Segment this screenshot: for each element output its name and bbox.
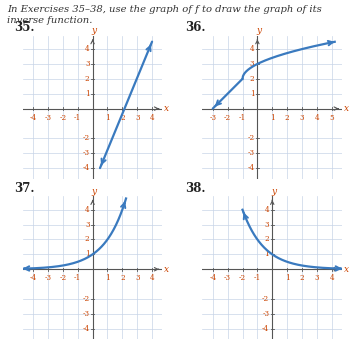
- Text: 1: 1: [85, 90, 90, 98]
- Text: -1: -1: [254, 275, 261, 282]
- Text: -2: -2: [262, 295, 269, 303]
- Text: -2: -2: [82, 295, 90, 303]
- Text: 4: 4: [315, 114, 319, 122]
- Text: 1: 1: [85, 250, 90, 258]
- Text: x: x: [164, 104, 169, 113]
- Text: y: y: [91, 187, 97, 196]
- Text: 3: 3: [85, 60, 90, 68]
- Text: 3: 3: [265, 221, 269, 228]
- Text: 2: 2: [265, 236, 269, 243]
- Text: -2: -2: [224, 114, 231, 122]
- Text: -2: -2: [239, 275, 246, 282]
- Text: -3: -3: [83, 149, 90, 157]
- Text: 1: 1: [250, 90, 254, 98]
- Text: -3: -3: [224, 275, 231, 282]
- Text: 2: 2: [285, 114, 289, 122]
- Text: -3: -3: [44, 275, 52, 282]
- Text: -2: -2: [82, 134, 90, 142]
- Text: -2: -2: [59, 114, 66, 122]
- Text: 1: 1: [105, 275, 110, 282]
- Text: 4: 4: [85, 206, 90, 214]
- Text: -3: -3: [209, 114, 216, 122]
- Text: 2: 2: [250, 75, 254, 83]
- Text: -1: -1: [74, 114, 81, 122]
- Text: 35.: 35.: [15, 21, 35, 34]
- Text: -4: -4: [82, 325, 90, 333]
- Text: y: y: [91, 26, 97, 35]
- Text: 4: 4: [150, 275, 154, 282]
- Text: 3: 3: [300, 114, 304, 122]
- Text: 3: 3: [135, 275, 139, 282]
- Text: y: y: [256, 26, 261, 35]
- Text: -1: -1: [74, 275, 81, 282]
- Text: -3: -3: [262, 310, 269, 318]
- Text: x: x: [344, 265, 349, 274]
- Text: 37.: 37.: [15, 182, 35, 195]
- Text: 1: 1: [105, 114, 110, 122]
- Text: 2: 2: [85, 236, 90, 243]
- Text: 2: 2: [300, 275, 304, 282]
- Text: 36.: 36.: [185, 21, 205, 34]
- Text: y: y: [271, 187, 276, 196]
- Text: -4: -4: [82, 164, 90, 172]
- Text: -4: -4: [29, 114, 37, 122]
- Text: 4: 4: [265, 206, 269, 214]
- Text: -4: -4: [262, 325, 269, 333]
- Text: 3: 3: [85, 221, 90, 228]
- Text: In Exercises 35–38, use the graph of f to draw the graph of its
inverse function: In Exercises 35–38, use the graph of f t…: [7, 5, 322, 25]
- Text: 2: 2: [120, 114, 125, 122]
- Text: 4: 4: [85, 45, 90, 53]
- Text: 3: 3: [250, 60, 254, 68]
- Text: 1: 1: [265, 250, 269, 258]
- Text: 2: 2: [120, 275, 125, 282]
- Text: -4: -4: [29, 275, 37, 282]
- Text: -1: -1: [239, 114, 246, 122]
- Text: x: x: [344, 104, 349, 113]
- Text: -4: -4: [209, 275, 216, 282]
- Text: -3: -3: [83, 310, 90, 318]
- Text: -4: -4: [247, 164, 254, 172]
- Text: x: x: [164, 265, 169, 274]
- Text: -2: -2: [59, 275, 66, 282]
- Text: -3: -3: [44, 114, 52, 122]
- Text: 5: 5: [330, 114, 334, 122]
- Text: 4: 4: [330, 275, 334, 282]
- Text: 38.: 38.: [185, 182, 205, 195]
- Text: 3: 3: [135, 114, 139, 122]
- Text: 1: 1: [270, 114, 275, 122]
- Text: -2: -2: [247, 134, 254, 142]
- Text: -3: -3: [248, 149, 254, 157]
- Text: 4: 4: [250, 45, 254, 53]
- Text: 3: 3: [315, 275, 319, 282]
- Text: 1: 1: [285, 275, 290, 282]
- Text: 2: 2: [85, 75, 90, 83]
- Text: 4: 4: [150, 114, 154, 122]
